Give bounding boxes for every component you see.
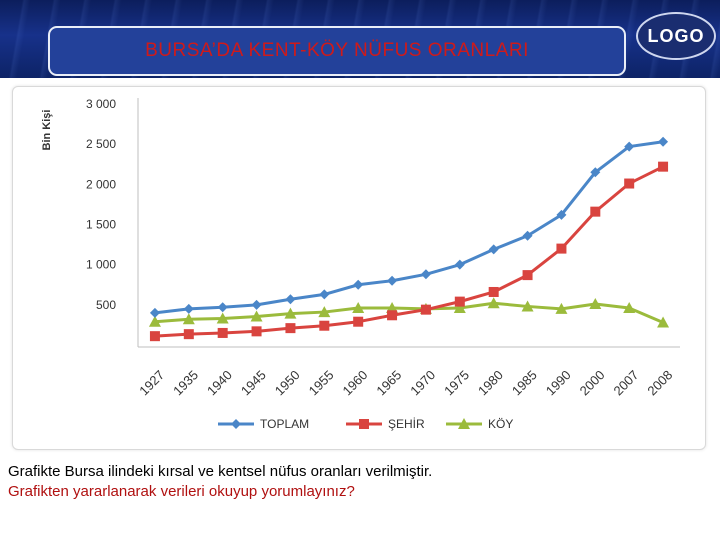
data-point-koy [216, 312, 229, 324]
data-point-koy [623, 302, 636, 314]
data-point-koy [182, 313, 195, 325]
data-point-koy [453, 302, 466, 314]
data-point-toplam [658, 136, 669, 147]
legend-label-sehir: ŞEHİR [388, 417, 425, 431]
y-tick-label: 500 [96, 298, 116, 312]
data-point-toplam [285, 294, 296, 305]
y-tick-label: 2 500 [86, 137, 116, 151]
data-point-toplam [488, 244, 499, 255]
data-point-koy [657, 316, 670, 328]
x-tick-label: 1970 [407, 367, 438, 398]
data-point-toplam [319, 289, 330, 300]
x-tick-label: 1927 [136, 367, 167, 398]
data-point-toplam [217, 302, 228, 313]
data-point-koy [250, 310, 263, 322]
series-line-toplam [153, 140, 665, 315]
x-tick-label: 1985 [509, 367, 540, 398]
data-point-toplam [624, 141, 635, 152]
x-tick-label: 1975 [441, 367, 472, 398]
data-point-sehir [319, 320, 330, 331]
legend-label-toplam: TOPLAM [260, 417, 309, 431]
data-point-sehir [590, 206, 601, 217]
legend-marker-sehir [359, 419, 369, 429]
data-point-toplam [183, 303, 194, 314]
legend-marker-koy [458, 418, 470, 429]
data-point-sehir [454, 296, 465, 307]
data-point-toplam [251, 299, 262, 310]
data-point-sehir [387, 310, 398, 321]
data-point-sehir [522, 270, 533, 281]
line-chart: 500 1 000 1 500 2 000 2 500 3 000 Bin Kişi 1927… [41, 97, 680, 431]
data-point-toplam [556, 209, 567, 220]
data-point-sehir [420, 304, 431, 315]
data-point-koy [148, 315, 161, 327]
logo-text: LOGO [647, 25, 705, 46]
y-axis-label: Bin Kişi [41, 110, 53, 151]
data-point-toplam [149, 307, 160, 318]
data-point-koy [555, 302, 568, 314]
x-tick-label: 1965 [373, 367, 404, 398]
x-tick-label: 1940 [204, 367, 235, 398]
x-tick-label: 1945 [238, 367, 269, 398]
y-tick-label: 1 500 [86, 218, 116, 232]
data-point-toplam [387, 275, 398, 286]
data-point-sehir [183, 329, 194, 340]
y-tick-label: 1 000 [86, 258, 116, 272]
y-tick-label: 3 000 [86, 97, 116, 111]
data-point-sehir [251, 326, 262, 337]
y-tick-label: 2 000 [86, 177, 116, 191]
series-line-koy [153, 301, 665, 325]
data-point-sehir [149, 331, 160, 342]
x-tick-label: 1955 [306, 367, 337, 398]
data-point-koy [521, 300, 534, 312]
data-point-sehir [556, 243, 567, 254]
title-box: BURSA’DA KENT-KÖY NÜFUS ORANLARI [48, 26, 626, 76]
series-line-sehir [153, 165, 665, 338]
data-point-toplam [454, 259, 465, 270]
data-point-koy [352, 302, 365, 314]
data-point-toplam [353, 279, 364, 290]
page-title: BURSA’DA KENT-KÖY NÜFUS ORANLARI [145, 40, 529, 61]
data-point-toplam [522, 230, 533, 241]
x-tick-label: 1960 [339, 367, 370, 398]
data-point-koy [284, 307, 297, 319]
caption: Grafikte Bursa ilindeki kırsal ve kentse… [8, 462, 432, 502]
chart-frame [12, 86, 706, 450]
x-tick-label: 1950 [272, 367, 303, 398]
x-tick-label: 2007 [610, 367, 641, 398]
logo: LOGO [636, 12, 716, 60]
x-tick-label: 2008 [644, 367, 675, 398]
data-point-sehir [353, 316, 364, 327]
x-tick-label: 2000 [577, 367, 608, 398]
data-point-sehir [658, 161, 669, 172]
caption-line-2: Grafikten yararlanarak verileri okuyup y… [8, 483, 355, 500]
x-tick-label: 1980 [475, 367, 506, 398]
data-point-sehir [217, 327, 228, 338]
data-point-toplam [420, 269, 431, 280]
data-point-sehir [624, 178, 635, 189]
data-point-koy [589, 298, 602, 310]
x-tick-label: 1990 [543, 367, 574, 398]
legend-label-koy: KÖY [488, 417, 513, 431]
data-point-koy [318, 306, 331, 318]
legend-marker-toplam [231, 419, 241, 429]
data-point-sehir [285, 323, 296, 334]
data-point-koy [487, 297, 500, 309]
data-point-sehir [488, 286, 499, 297]
x-tick-label: 1935 [170, 367, 201, 398]
caption-line-1: Grafikte Bursa ilindeki kırsal ve kentse… [8, 463, 433, 480]
data-point-toplam [590, 167, 601, 178]
